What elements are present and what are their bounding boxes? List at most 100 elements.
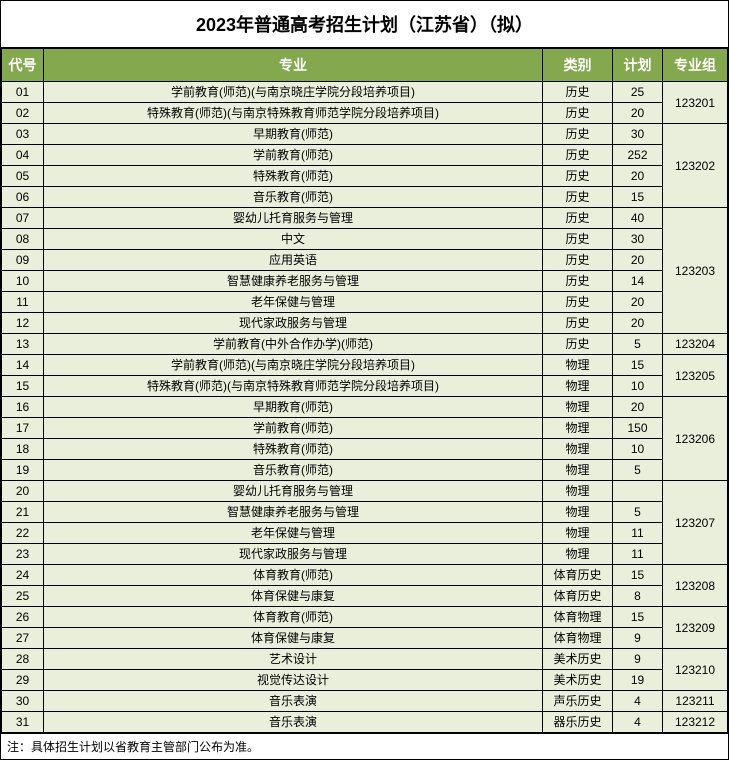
cell-major: 音乐表演: [44, 691, 543, 712]
cell-category: 物理: [543, 376, 613, 397]
cell-category: 美术历史: [543, 670, 613, 691]
cell-major: 艺术设计: [44, 649, 543, 670]
cell-major: 特殊教育(师范): [44, 439, 543, 460]
cell-category: 器乐历史: [543, 712, 613, 733]
cell-major: 应用英语: [44, 250, 543, 271]
cell-code: 18: [2, 439, 44, 460]
table-row: 15特殊教育(师范)(与南京特殊教育师范学院分段培养项目)物理10: [2, 376, 728, 397]
table-row: 22老年保健与管理物理11: [2, 523, 728, 544]
cell-code: 06: [2, 187, 44, 208]
cell-major: 老年保健与管理: [44, 523, 543, 544]
cell-major: 智慧健康养老服务与管理: [44, 271, 543, 292]
cell-code: 01: [2, 82, 44, 103]
table-row: 07婴幼儿托育服务与管理历史40123203: [2, 208, 728, 229]
cell-category: 体育物理: [543, 607, 613, 628]
cell-major: 智慧健康养老服务与管理: [44, 502, 543, 523]
cell-major: 婴幼儿托育服务与管理: [44, 481, 543, 502]
cell-major: 学前教育(师范): [44, 418, 543, 439]
cell-category: 物理: [543, 481, 613, 502]
cell-major: 音乐表演: [44, 712, 543, 733]
cell-group: 123207: [663, 481, 728, 565]
cell-major: 音乐教育(师范): [44, 187, 543, 208]
cell-category: 历史: [543, 124, 613, 145]
cell-group: 123208: [663, 565, 728, 607]
cell-plan: 5: [613, 502, 663, 523]
cell-code: 13: [2, 334, 44, 355]
table-row: 26体育教育(师范)体育物理15123209: [2, 607, 728, 628]
table-row: 29视觉传达设计美术历史19: [2, 670, 728, 691]
cell-code: 12: [2, 313, 44, 334]
cell-code: 25: [2, 586, 44, 607]
cell-major: 学前教育(师范)(与南京晓庄学院分段培养项目): [44, 355, 543, 376]
cell-category: 历史: [543, 166, 613, 187]
cell-category: 美术历史: [543, 649, 613, 670]
cell-code: 29: [2, 670, 44, 691]
cell-code: 30: [2, 691, 44, 712]
plan-container: 2023年普通高考招生计划（江苏省）（拟） 代号 专业 类别 计划 专业组 01…: [0, 0, 729, 760]
cell-category: 体育物理: [543, 628, 613, 649]
cell-plan: 15: [613, 565, 663, 586]
cell-plan: 30: [613, 229, 663, 250]
cell-code: 07: [2, 208, 44, 229]
cell-code: 16: [2, 397, 44, 418]
cell-category: 历史: [543, 334, 613, 355]
cell-category: 声乐历史: [543, 691, 613, 712]
cell-plan: 4: [613, 691, 663, 712]
page-title: 2023年普通高考招生计划（江苏省）（拟）: [1, 1, 728, 48]
cell-plan: 150: [613, 418, 663, 439]
cell-plan: 30: [613, 124, 663, 145]
cell-major: 学前教育(中外合作办学)(师范): [44, 334, 543, 355]
cell-code: 31: [2, 712, 44, 733]
table-row: 30音乐表演声乐历史4123211: [2, 691, 728, 712]
cell-plan: 11: [613, 523, 663, 544]
cell-category: 体育历史: [543, 565, 613, 586]
cell-category: 历史: [543, 250, 613, 271]
cell-category: 物理: [543, 523, 613, 544]
cell-code: 19: [2, 460, 44, 481]
cell-plan: 20: [613, 250, 663, 271]
table-row: 06音乐教育(师范)历史15: [2, 187, 728, 208]
cell-plan: 14: [613, 271, 663, 292]
header-category: 类别: [543, 49, 613, 82]
table-row: 08中文历史30: [2, 229, 728, 250]
cell-plan: 19: [613, 670, 663, 691]
cell-major: 老年保健与管理: [44, 292, 543, 313]
cell-category: 历史: [543, 103, 613, 124]
cell-plan: 15: [613, 607, 663, 628]
cell-major: 现代家政服务与管理: [44, 313, 543, 334]
table-row: 05特殊教育(师范)历史20: [2, 166, 728, 187]
table-row: 11老年保健与管理历史20: [2, 292, 728, 313]
cell-category: 历史: [543, 292, 613, 313]
cell-group: 123212: [663, 712, 728, 733]
cell-plan: 20: [613, 313, 663, 334]
cell-plan: 10: [613, 376, 663, 397]
cell-plan: 20: [613, 292, 663, 313]
table-row: 24体育教育(师范)体育历史15123208: [2, 565, 728, 586]
cell-major: 婴幼儿托育服务与管理: [44, 208, 543, 229]
cell-category: 历史: [543, 208, 613, 229]
cell-major: 体育教育(师范): [44, 607, 543, 628]
cell-group: 123206: [663, 397, 728, 481]
table-row: 20婴幼儿托育服务与管理物理123207: [2, 481, 728, 502]
cell-group: 123203: [663, 208, 728, 334]
table-row: 01学前教育(师范)(与南京晓庄学院分段培养项目)历史25123201: [2, 82, 728, 103]
cell-group: 123205: [663, 355, 728, 397]
table-row: 03早期教育(师范)历史30123202: [2, 124, 728, 145]
cell-plan: 25: [613, 82, 663, 103]
cell-major: 特殊教育(师范)(与南京特殊教育师范学院分段培养项目): [44, 103, 543, 124]
cell-plan: 10: [613, 439, 663, 460]
cell-category: 物理: [543, 502, 613, 523]
table-row: 12现代家政服务与管理历史20: [2, 313, 728, 334]
cell-category: 历史: [543, 229, 613, 250]
cell-group: 123202: [663, 124, 728, 208]
cell-code: 11: [2, 292, 44, 313]
cell-plan: 15: [613, 187, 663, 208]
cell-plan: 5: [613, 460, 663, 481]
cell-code: 03: [2, 124, 44, 145]
cell-group: 123210: [663, 649, 728, 691]
table-row: 10智慧健康养老服务与管理历史14: [2, 271, 728, 292]
cell-code: 09: [2, 250, 44, 271]
cell-category: 物理: [543, 397, 613, 418]
footnote: 注：具体招生计划以省教育主管部门公布为准。: [1, 733, 728, 759]
cell-major: 学前教育(师范): [44, 145, 543, 166]
